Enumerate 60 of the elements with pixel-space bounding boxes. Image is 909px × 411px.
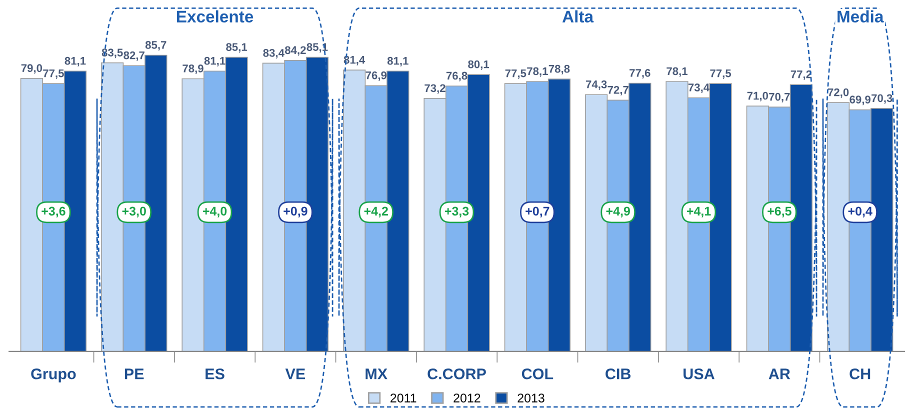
data-label: 81,4 — [344, 56, 366, 66]
data-label: 77,5 — [710, 69, 732, 79]
data-label: 77,5 — [43, 69, 64, 79]
x-tick-label: CH — [850, 368, 870, 380]
data-label: 78,1 — [666, 67, 688, 77]
annotation: +4,0 — [202, 206, 227, 218]
data-label: 85,1 — [226, 43, 248, 53]
x-tick-label: USA — [684, 368, 714, 380]
data-label: 81,1 — [204, 56, 226, 66]
data-label: 79,0 — [21, 64, 42, 74]
text: Media — [838, 10, 884, 23]
data-label: 71,0 — [747, 92, 768, 102]
annotation: +6,5 — [768, 206, 792, 218]
data-label: 85,1 — [306, 43, 328, 53]
data-label: 80,1 — [468, 60, 490, 70]
data-label: 73,4 — [688, 84, 710, 93]
data-label: 76,8 — [446, 72, 468, 82]
data-label: 72,0 — [828, 88, 849, 98]
data-label: 73,2 — [424, 84, 446, 94]
data-label: 78,9 — [182, 64, 204, 74]
x-tick-label: AR — [768, 368, 790, 380]
data-label: 83,5 — [102, 48, 123, 58]
data-label: 76,9 — [366, 71, 387, 81]
data-label: 69,9 — [850, 96, 870, 106]
x-tick-label: PE — [124, 368, 144, 380]
legend-label: 2012 — [454, 394, 480, 402]
text: Alta — [562, 10, 594, 23]
legend-label: 2011 — [390, 394, 416, 402]
text: Excelente — [176, 10, 254, 23]
x-tick-label: C.CORP — [428, 368, 486, 380]
data-label: 78,8 — [548, 64, 570, 74]
data-label: 85,7 — [145, 41, 166, 50]
data-label: 84,2 — [284, 46, 306, 56]
data-label: 81,1 — [64, 56, 86, 66]
x-tick-label: ES — [206, 368, 224, 380]
x-tick-label: COL — [522, 368, 554, 380]
x-tick-label: MX — [366, 368, 388, 380]
data-label: 72,7 — [608, 86, 628, 96]
annotation: +4,9 — [606, 206, 630, 218]
annotation: +0,7 — [526, 206, 550, 218]
data-label: 77,5 — [505, 69, 526, 79]
annotation: +4,1 — [686, 206, 711, 218]
data-label: 74,3 — [586, 80, 607, 90]
data-label: 81,1 — [387, 56, 408, 66]
annotation: +3,6 — [42, 206, 66, 218]
data-label: 70,7 — [769, 92, 790, 102]
data-label: 77,6 — [630, 69, 650, 78]
legend-label: 2013 — [518, 394, 544, 402]
annotation: +0,9 — [284, 206, 308, 218]
x-tick-label: VE — [285, 368, 306, 380]
data-label: 83,4 — [263, 48, 284, 58]
annotation: +0,4 — [848, 206, 872, 218]
x-tick-label: CIB — [606, 368, 631, 380]
annotation: +3,3 — [444, 206, 469, 218]
annotation: +3,0 — [122, 206, 146, 218]
data-label: 70,3 — [872, 94, 892, 104]
x-tick-label: Grupo — [31, 368, 76, 382]
data-label: 78,1 — [527, 67, 548, 77]
annotation: +4,2 — [364, 206, 388, 218]
data-label: 82,7 — [124, 51, 144, 61]
